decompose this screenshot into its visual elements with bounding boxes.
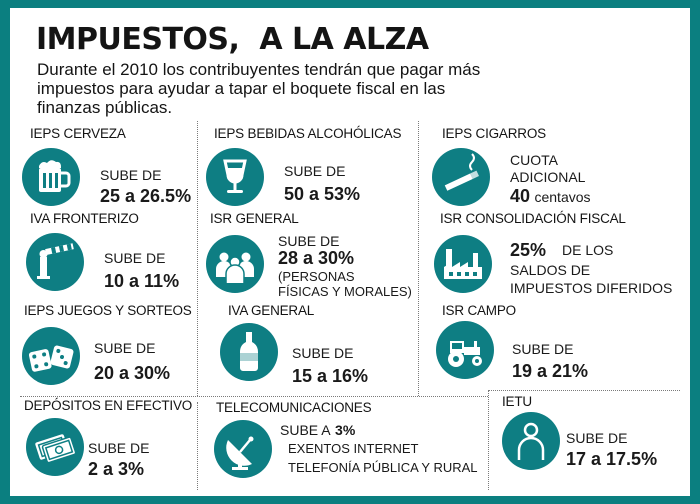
item-value: 25 a 26.5% bbox=[100, 186, 192, 206]
tax-item-ieps-bebidas-alcoholicas: IEPS BEBIDAS ALCOHÓLICAS SUBE DE 50 a 53… bbox=[206, 126, 416, 208]
column-divider bbox=[197, 402, 198, 490]
item-label: SUBE DE bbox=[566, 430, 628, 446]
item-title: TELECOMUNICACIONES bbox=[216, 400, 372, 415]
item-value: 25% bbox=[510, 240, 547, 260]
satellite-dish-icon bbox=[214, 420, 272, 478]
item-title: IVA FRONTERIZO bbox=[30, 211, 139, 226]
item-label-line2: ADICIONAL bbox=[510, 169, 586, 185]
page-title: IMPUESTOS, A LA ALZA bbox=[36, 22, 429, 57]
item-value: 50 a 53% bbox=[284, 184, 361, 204]
item-label-line1: CUOTA bbox=[510, 152, 558, 168]
tax-item-isr-campo: ISR CAMPO SUBE DE 19 a 21% bbox=[428, 303, 678, 388]
column-divider bbox=[488, 390, 489, 490]
cigarette-icon bbox=[432, 148, 490, 206]
item-title: DEPÓSITOS EN EFECTIVO bbox=[24, 398, 193, 413]
item-value-text: 3% bbox=[335, 422, 356, 438]
item-label: SUBE DE bbox=[284, 163, 346, 179]
tax-item-iva-general: IVA GENERAL SUBE DE 15 a 16% bbox=[206, 303, 416, 388]
banknotes-icon bbox=[26, 418, 84, 476]
item-text-line1: DE LOS bbox=[562, 242, 614, 258]
item-label: SUBE DE bbox=[88, 440, 150, 456]
item-value: SUBE A 3% bbox=[280, 422, 355, 440]
item-title: IEPS CIGARROS bbox=[442, 126, 546, 141]
item-note-line1: (PERSONAS bbox=[278, 269, 355, 284]
border-barrier-icon bbox=[26, 233, 84, 291]
item-value: 40 centavos bbox=[510, 186, 591, 207]
item-value: 20 a 30% bbox=[94, 363, 171, 383]
item-value: 19 a 21% bbox=[512, 361, 589, 381]
tractor-icon bbox=[436, 321, 494, 379]
item-title: IEPS BEBIDAS ALCOHÓLICAS bbox=[214, 126, 402, 141]
factory-icon bbox=[434, 235, 492, 293]
item-text-line3: IMPUESTOS DIFERIDOS bbox=[510, 280, 673, 296]
tax-item-isr-general: ISR GENERAL SUBE DE 28 a 30% (PERSONAS F… bbox=[206, 211, 416, 303]
item-label: SUBE DE bbox=[512, 341, 574, 357]
item-title: ISR CAMPO bbox=[442, 303, 516, 318]
item-note-line2: FÍSICAS Y MORALES) bbox=[278, 284, 412, 299]
row-divider bbox=[20, 396, 488, 397]
item-text-line2: SALDOS DE bbox=[510, 262, 591, 278]
bottle-icon bbox=[220, 323, 278, 381]
page-subtitle: Durante el 2010 los contribuyentes tendr… bbox=[37, 60, 481, 117]
item-value: 15 a 16% bbox=[292, 366, 369, 386]
tax-item-iva-fronterizo: IVA FRONTERIZO SUBE DE 10 a 11% bbox=[22, 211, 197, 293]
infographic-panel: IMPUESTOS, A LA ALZA Durante el 2010 los… bbox=[10, 8, 690, 496]
item-value-unit: centavos bbox=[534, 189, 591, 205]
tax-item-telecomunicaciones: TELECOMUNICACIONES SUBE A 3% EXENTOS INT… bbox=[206, 400, 488, 488]
item-label: SUBE DE bbox=[104, 250, 166, 266]
item-label: SUBE A bbox=[280, 422, 331, 438]
item-value: 10 a 11% bbox=[104, 271, 180, 291]
tax-item-isr-consolidacion-fiscal: ISR CONSOLIDACIÓN FISCAL 25% DE LOS SALD… bbox=[428, 211, 680, 303]
item-title: IEPS JUEGOS Y SORTEOS bbox=[24, 303, 192, 318]
item-text-line1: EXENTOS INTERNET bbox=[288, 441, 419, 456]
column-divider bbox=[197, 121, 198, 396]
row-divider bbox=[488, 390, 680, 391]
tax-item-ietu: IETU SUBE DE 17 a 17.5% bbox=[496, 394, 680, 488]
people-group-icon bbox=[206, 235, 264, 293]
tax-item-ieps-juegos-y-sorteos: IEPS JUEGOS Y SORTEOS SUBE DE 20 bbox=[22, 303, 197, 388]
item-value: 2 a 3% bbox=[88, 459, 145, 479]
item-text-line2: TELEFONÍA PÚBLICA Y RURAL bbox=[288, 460, 478, 475]
item-value: 28 a 30% bbox=[278, 248, 355, 268]
column-divider bbox=[418, 121, 419, 396]
tax-item-depositos-en-efectivo: DEPÓSITOS EN EFECTIVO SUBE DE 2 a 3% bbox=[22, 396, 197, 486]
item-title: ISR GENERAL bbox=[210, 211, 299, 226]
wine-glass-icon bbox=[206, 148, 264, 206]
item-value: 17 a 17.5% bbox=[566, 449, 658, 469]
tax-item-ieps-cigarros: IEPS CIGARROS CUOTA ADICIONAL 40 centavo… bbox=[428, 126, 678, 208]
item-label: SUBE DE bbox=[292, 345, 354, 361]
dice-icon bbox=[22, 327, 80, 385]
item-label: SUBE DE bbox=[94, 340, 156, 356]
item-title: IETU bbox=[502, 394, 532, 409]
item-label: SUBE DE bbox=[278, 233, 340, 249]
item-title: ISR CONSOLIDACIÓN FISCAL bbox=[440, 211, 626, 226]
tax-item-ieps-cerveza: IEPS CERVEZA SUBE DE 25 a 26.5% bbox=[22, 126, 197, 208]
item-value-number: 40 bbox=[510, 186, 531, 206]
beer-mug-icon bbox=[22, 148, 80, 206]
item-label: SUBE DE bbox=[100, 167, 162, 183]
item-title: IEPS CERVEZA bbox=[30, 126, 126, 141]
item-title: IVA GENERAL bbox=[228, 303, 315, 318]
person-icon bbox=[502, 412, 560, 470]
